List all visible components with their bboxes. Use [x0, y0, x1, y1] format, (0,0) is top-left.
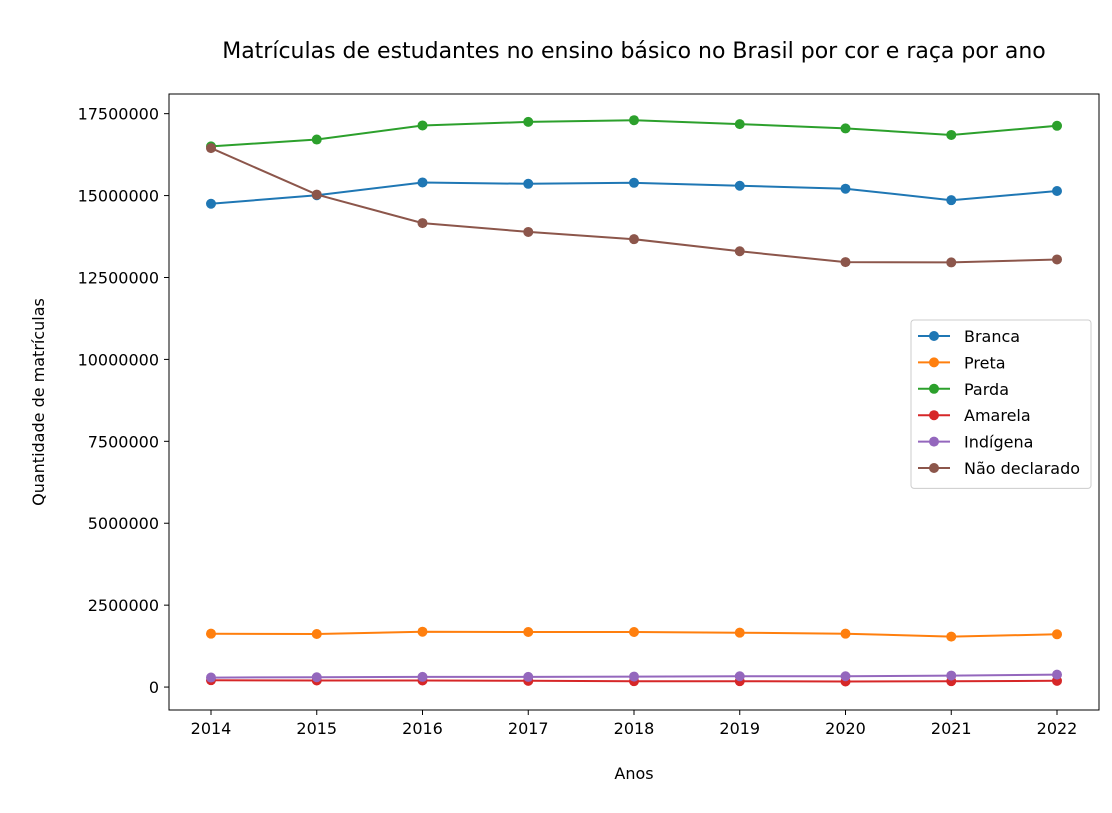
data-point-parda: [946, 129, 957, 140]
y-tick-label: 7500000: [88, 432, 159, 451]
legend-box: [910, 319, 1092, 489]
data-point-indigena: [523, 671, 534, 682]
chart-title: Matrículas de estudantes no ensino básic…: [222, 39, 1046, 64]
legend-marker-parda: [929, 383, 939, 394]
x-tick-label: 2016: [402, 719, 443, 738]
x-tick-label: 2018: [614, 719, 655, 738]
data-point-parda: [523, 116, 534, 127]
x-tick-label: 2019: [719, 719, 760, 738]
data-point-nao-declarado: [946, 257, 957, 268]
data-point-indigena: [946, 670, 957, 681]
legend-label-preta: Preta: [964, 353, 1006, 372]
legend-marker-indigena: [929, 436, 939, 447]
data-point-branca: [417, 177, 428, 188]
y-tick-label: 0: [149, 678, 159, 697]
data-point-branca: [1052, 185, 1062, 196]
data-point-parda: [417, 120, 428, 131]
y-tick-label: 17500000: [78, 105, 159, 124]
x-tick-label: 2021: [931, 719, 972, 738]
legend-marker-preta: [929, 357, 939, 368]
data-point-nao-declarado: [1052, 254, 1062, 265]
legend-label-branca: Branca: [964, 327, 1020, 346]
data-point-indigena: [417, 671, 428, 682]
legend-marker-nao-declarado: [929, 463, 939, 473]
x-tick-label: 2020: [825, 719, 866, 738]
y-tick-label: 15000000: [78, 187, 159, 206]
data-point-preta: [629, 627, 639, 638]
data-point-parda: [734, 119, 745, 130]
data-point-parda: [1052, 120, 1062, 131]
legend-label-nao-declarado: Não declarado: [964, 459, 1080, 478]
data-point-nao-declarado: [311, 189, 322, 200]
data-point-branca: [206, 198, 216, 209]
data-point-preta: [946, 631, 957, 642]
x-tick-label: 2014: [191, 719, 232, 738]
y-tick-label: 5000000: [88, 514, 159, 533]
data-point-indigena: [311, 672, 322, 683]
data-point-branca: [523, 178, 534, 189]
legend-label-amarela: Amarela: [964, 406, 1031, 425]
data-point-preta: [734, 627, 745, 638]
data-point-nao-declarado: [629, 234, 639, 245]
series-line-nao-declarado: [210, 147, 1058, 264]
plot-area: 2014 2015 2016 2017 2018 2019 2020 2021 2022 0 250…: [78, 93, 1100, 738]
y-tick-label: 10000000: [78, 350, 159, 369]
data-point-nao-declarado: [840, 257, 851, 268]
data-point-preta: [840, 628, 851, 639]
data-point-preta: [523, 627, 534, 638]
data-point-preta: [417, 626, 428, 637]
y-tick-label: 12500000: [78, 268, 159, 287]
data-point-indigena: [840, 671, 851, 682]
x-tick-label: 2017: [508, 719, 549, 738]
data-point-nao-declarado: [734, 246, 745, 257]
data-point-parda: [629, 115, 639, 126]
y-axis-label: Quantidade de matrículas: [29, 298, 48, 506]
legend-label-indigena: Indígena: [964, 433, 1033, 452]
legend-label-parda: Parda: [964, 380, 1009, 399]
data-point-branca: [734, 180, 745, 191]
data-point-preta: [311, 628, 322, 639]
x-tick-label: 2022: [1037, 719, 1078, 738]
data-point-preta: [206, 628, 216, 639]
x-tick-label: 2015: [296, 719, 337, 738]
legend: Branca Preta Parda Amarela Indígena Não decla…: [910, 319, 1092, 489]
data-point-nao-declarado: [417, 218, 428, 229]
data-point-branca: [840, 183, 851, 194]
data-point-nao-declarado: [206, 143, 216, 154]
data-point-branca: [629, 177, 639, 188]
data-point-parda: [840, 123, 851, 134]
data-point-indigena: [1052, 669, 1062, 680]
data-point-indigena: [629, 671, 639, 682]
data-point-nao-declarado: [523, 226, 534, 237]
legend-marker-amarela: [929, 410, 939, 421]
x-axis-label: Anos: [614, 764, 653, 783]
data-point-indigena: [206, 672, 216, 683]
data-point-branca: [946, 195, 957, 206]
data-point-indigena: [734, 671, 745, 682]
data-point-preta: [1052, 629, 1062, 640]
y-tick-label: 2500000: [88, 596, 159, 615]
legend-marker-branca: [929, 331, 939, 341]
data-point-parda: [311, 134, 322, 145]
